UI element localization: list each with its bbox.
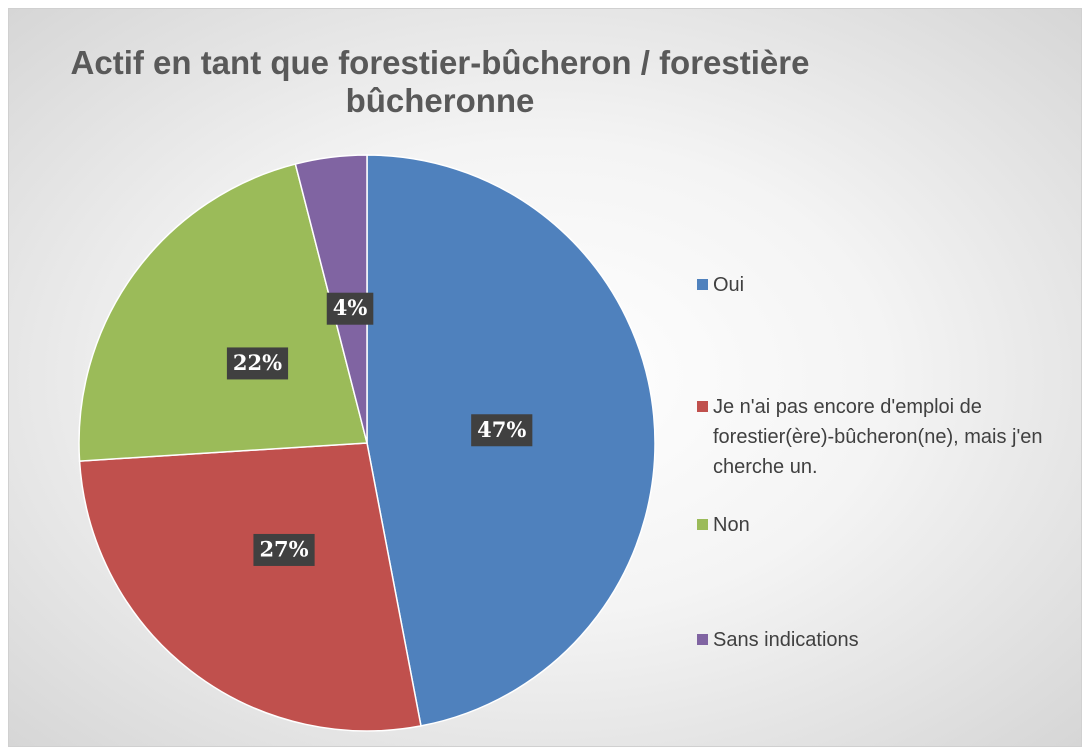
data-label: 27%	[253, 533, 315, 566]
legend-item: Non	[697, 510, 1077, 540]
legend-swatch	[697, 634, 708, 645]
data-label-text: 47%	[477, 417, 526, 442]
legend-swatch	[697, 519, 708, 530]
data-label: 4%	[326, 292, 374, 325]
data-label-text: 4%	[333, 295, 368, 320]
pie-slice	[78, 442, 422, 732]
chart-title: Actif en tant que forestier-bûcheron / f…	[70, 44, 810, 119]
data-label: 22%	[226, 347, 289, 380]
legend-item: Oui	[697, 270, 1077, 300]
legend-label: Sans indications	[713, 629, 859, 651]
data-label-text: 22%	[233, 350, 282, 375]
legend-label: Non	[713, 514, 750, 536]
data-label-box	[253, 533, 315, 566]
legend-label: Oui	[713, 274, 745, 296]
pie-slice	[78, 163, 368, 462]
legend-swatch	[697, 279, 708, 290]
legend-item: Sans indications	[697, 625, 1077, 655]
data-label-box	[471, 414, 533, 447]
data-label-text: 27%	[259, 536, 308, 561]
data-label-box	[326, 292, 374, 325]
legend-item: Je n'ai pas encore d'emploi de forestier…	[697, 392, 1077, 482]
data-label-box	[226, 347, 289, 380]
legend-label: Je n'ai pas encore d'emploi de forestier…	[713, 396, 1043, 478]
legend-swatch	[697, 401, 708, 412]
data-label: 47%	[471, 414, 533, 447]
